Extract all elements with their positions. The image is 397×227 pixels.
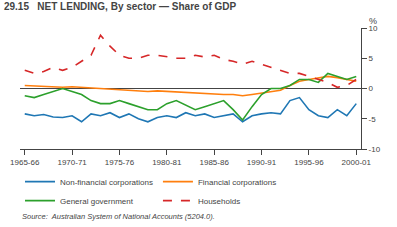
svg-text:1975-76: 1975-76 <box>105 158 135 167</box>
svg-text:1980-81: 1980-81 <box>152 158 182 167</box>
svg-text:-5: -5 <box>369 115 377 124</box>
svg-text:1970-71: 1970-71 <box>57 158 87 167</box>
svg-text:Source: Australian System of: Source: Australian System of National Ac… <box>22 212 215 221</box>
svg-text:0: 0 <box>369 84 374 93</box>
svg-text:1995-96: 1995-96 <box>294 158 324 167</box>
svg-text:2000-01: 2000-01 <box>342 158 372 167</box>
svg-text:Non-financial corporations: Non-financial corporations <box>60 178 153 187</box>
svg-text:Households: Households <box>198 197 240 206</box>
svg-text:-10: -10 <box>369 145 381 154</box>
svg-text:%: % <box>369 16 377 26</box>
svg-text:1985-86: 1985-86 <box>200 158 230 167</box>
svg-text:General government: General government <box>60 197 134 206</box>
svg-text:1990-91: 1990-91 <box>247 158 277 167</box>
svg-text:Financial corporations: Financial corporations <box>198 178 276 187</box>
svg-text:1965-66: 1965-66 <box>10 158 40 167</box>
svg-text:29.15 NET LENDING, By sector: 29.15 NET LENDING, By sector — Share of … <box>4 1 237 12</box>
svg-text:5: 5 <box>369 54 374 63</box>
svg-text:10: 10 <box>369 24 378 33</box>
